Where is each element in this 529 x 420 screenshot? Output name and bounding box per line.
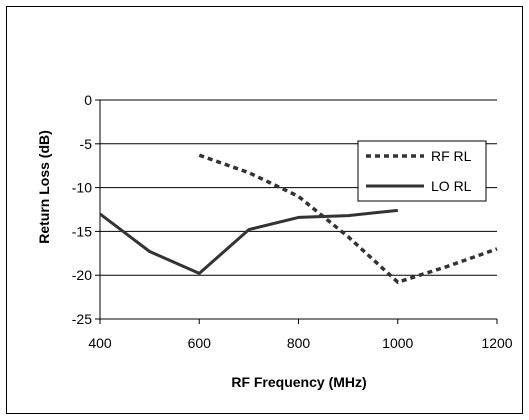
x-tick-label: 1000 bbox=[382, 335, 413, 351]
x-axis-title: RF Frequency (MHz) bbox=[231, 374, 366, 390]
tick-labels: 0 -5 -10 -15 -20 -25 400 600 800 1000 1200 bbox=[72, 92, 513, 351]
x-tick-label: 400 bbox=[88, 335, 112, 351]
y-tick-label: -20 bbox=[72, 267, 92, 283]
series-lines bbox=[99, 153, 498, 284]
y-tick-label: -10 bbox=[72, 180, 92, 196]
y-tick-label: -15 bbox=[72, 223, 92, 239]
plot-area bbox=[100, 100, 497, 319]
legend-label-lo-rl: LO RL bbox=[431, 178, 472, 194]
series-line-rf-rl bbox=[198, 153, 498, 284]
y-tick-label: -25 bbox=[72, 311, 92, 327]
y-tick-label: -5 bbox=[80, 136, 93, 152]
legend-frame bbox=[357, 140, 487, 202]
x-tick-label: 1200 bbox=[481, 335, 512, 351]
x-tick-label: 600 bbox=[188, 335, 212, 351]
y-tick-label: 0 bbox=[84, 92, 92, 108]
axes bbox=[95, 99, 498, 324]
series-line-lo-rl bbox=[99, 208, 398, 275]
y-axis-title: Return Loss (dB) bbox=[36, 130, 52, 244]
x-tick-label: 800 bbox=[287, 335, 311, 351]
legend-label-rf-rl: RF RL bbox=[431, 148, 472, 164]
legend: RF RL LO RL bbox=[357, 140, 487, 202]
